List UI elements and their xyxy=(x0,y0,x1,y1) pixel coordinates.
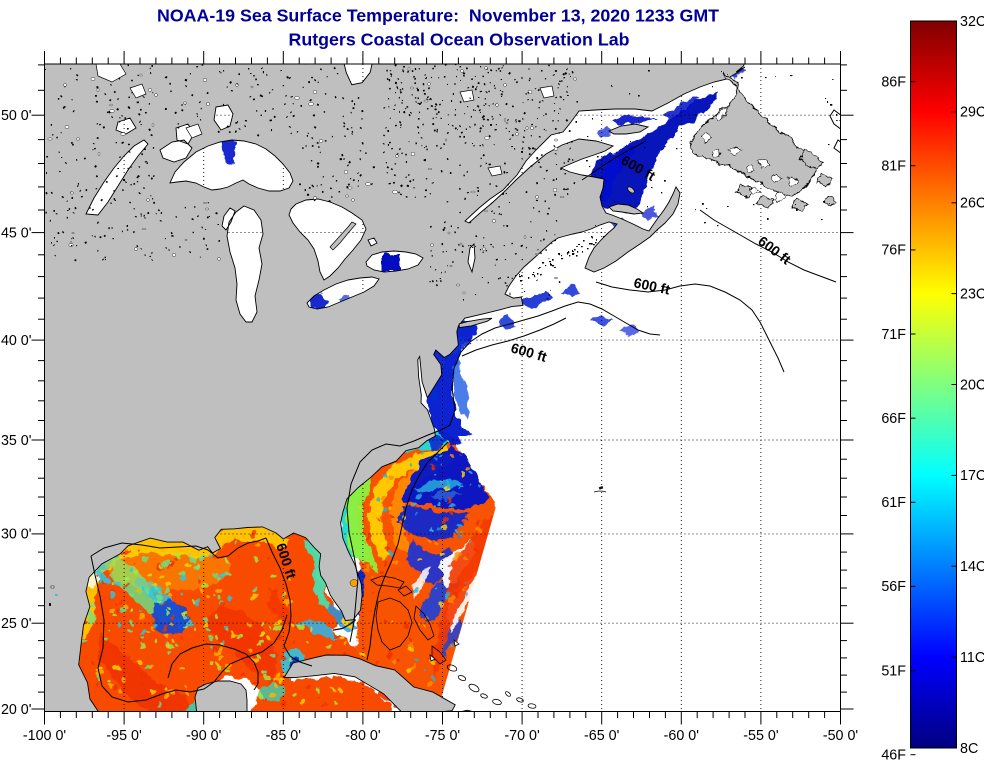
svg-text:-70 0': -70 0' xyxy=(504,728,540,744)
svg-text:20 0': 20 0' xyxy=(1,702,32,718)
svg-text:8C: 8C xyxy=(960,741,978,757)
svg-text:-80 0': -80 0' xyxy=(345,728,381,744)
svg-text:14C: 14C xyxy=(960,559,984,575)
svg-text:-65 0': -65 0' xyxy=(584,728,620,744)
svg-text:26C: 26C xyxy=(960,196,984,212)
svg-text:51F: 51F xyxy=(881,663,906,679)
svg-text:20C: 20C xyxy=(960,377,984,393)
svg-text:81F: 81F xyxy=(881,159,906,175)
svg-text:56F: 56F xyxy=(881,579,906,595)
svg-text:40 0': 40 0' xyxy=(1,333,32,349)
svg-text:600 ft: 600 ft xyxy=(632,274,671,297)
svg-text:-55 0': -55 0' xyxy=(743,728,779,744)
svg-text:17C: 17C xyxy=(960,468,984,484)
svg-text:35 0': 35 0' xyxy=(1,433,32,449)
svg-text:50 0': 50 0' xyxy=(1,108,32,124)
svg-text:25 0': 25 0' xyxy=(1,616,32,632)
svg-text:66F: 66F xyxy=(881,411,906,427)
svg-text:-50 0': -50 0' xyxy=(823,728,859,744)
svg-text:-75 0': -75 0' xyxy=(425,728,461,744)
svg-text:61F: 61F xyxy=(881,495,906,511)
svg-text:32C: 32C xyxy=(960,14,984,30)
svg-text:-85 0': -85 0' xyxy=(266,728,302,744)
svg-text:86F: 86F xyxy=(881,74,906,90)
svg-text:76F: 76F xyxy=(881,243,906,259)
svg-text:30 0': 30 0' xyxy=(1,527,32,543)
svg-text:-60 0': -60 0' xyxy=(664,728,700,744)
svg-text:-90 0': -90 0' xyxy=(186,728,222,744)
svg-text:23C: 23C xyxy=(960,286,984,302)
svg-text:-100 0': -100 0' xyxy=(23,728,67,744)
svg-text:29C: 29C xyxy=(960,105,984,121)
svg-text:45 0': 45 0' xyxy=(1,225,32,241)
svg-text:71F: 71F xyxy=(881,327,906,343)
svg-text:Rutgers Coastal Ocean Observat: Rutgers Coastal Ocean Observation Lab xyxy=(289,30,630,50)
svg-text:-95 0': -95 0' xyxy=(106,728,142,744)
svg-text:NOAA-19 Sea Surface Temperatur: NOAA-19 Sea Surface Temperature: Novembe… xyxy=(157,6,719,26)
svg-text:11C: 11C xyxy=(960,650,984,666)
svg-text:46F: 46F xyxy=(881,748,906,764)
